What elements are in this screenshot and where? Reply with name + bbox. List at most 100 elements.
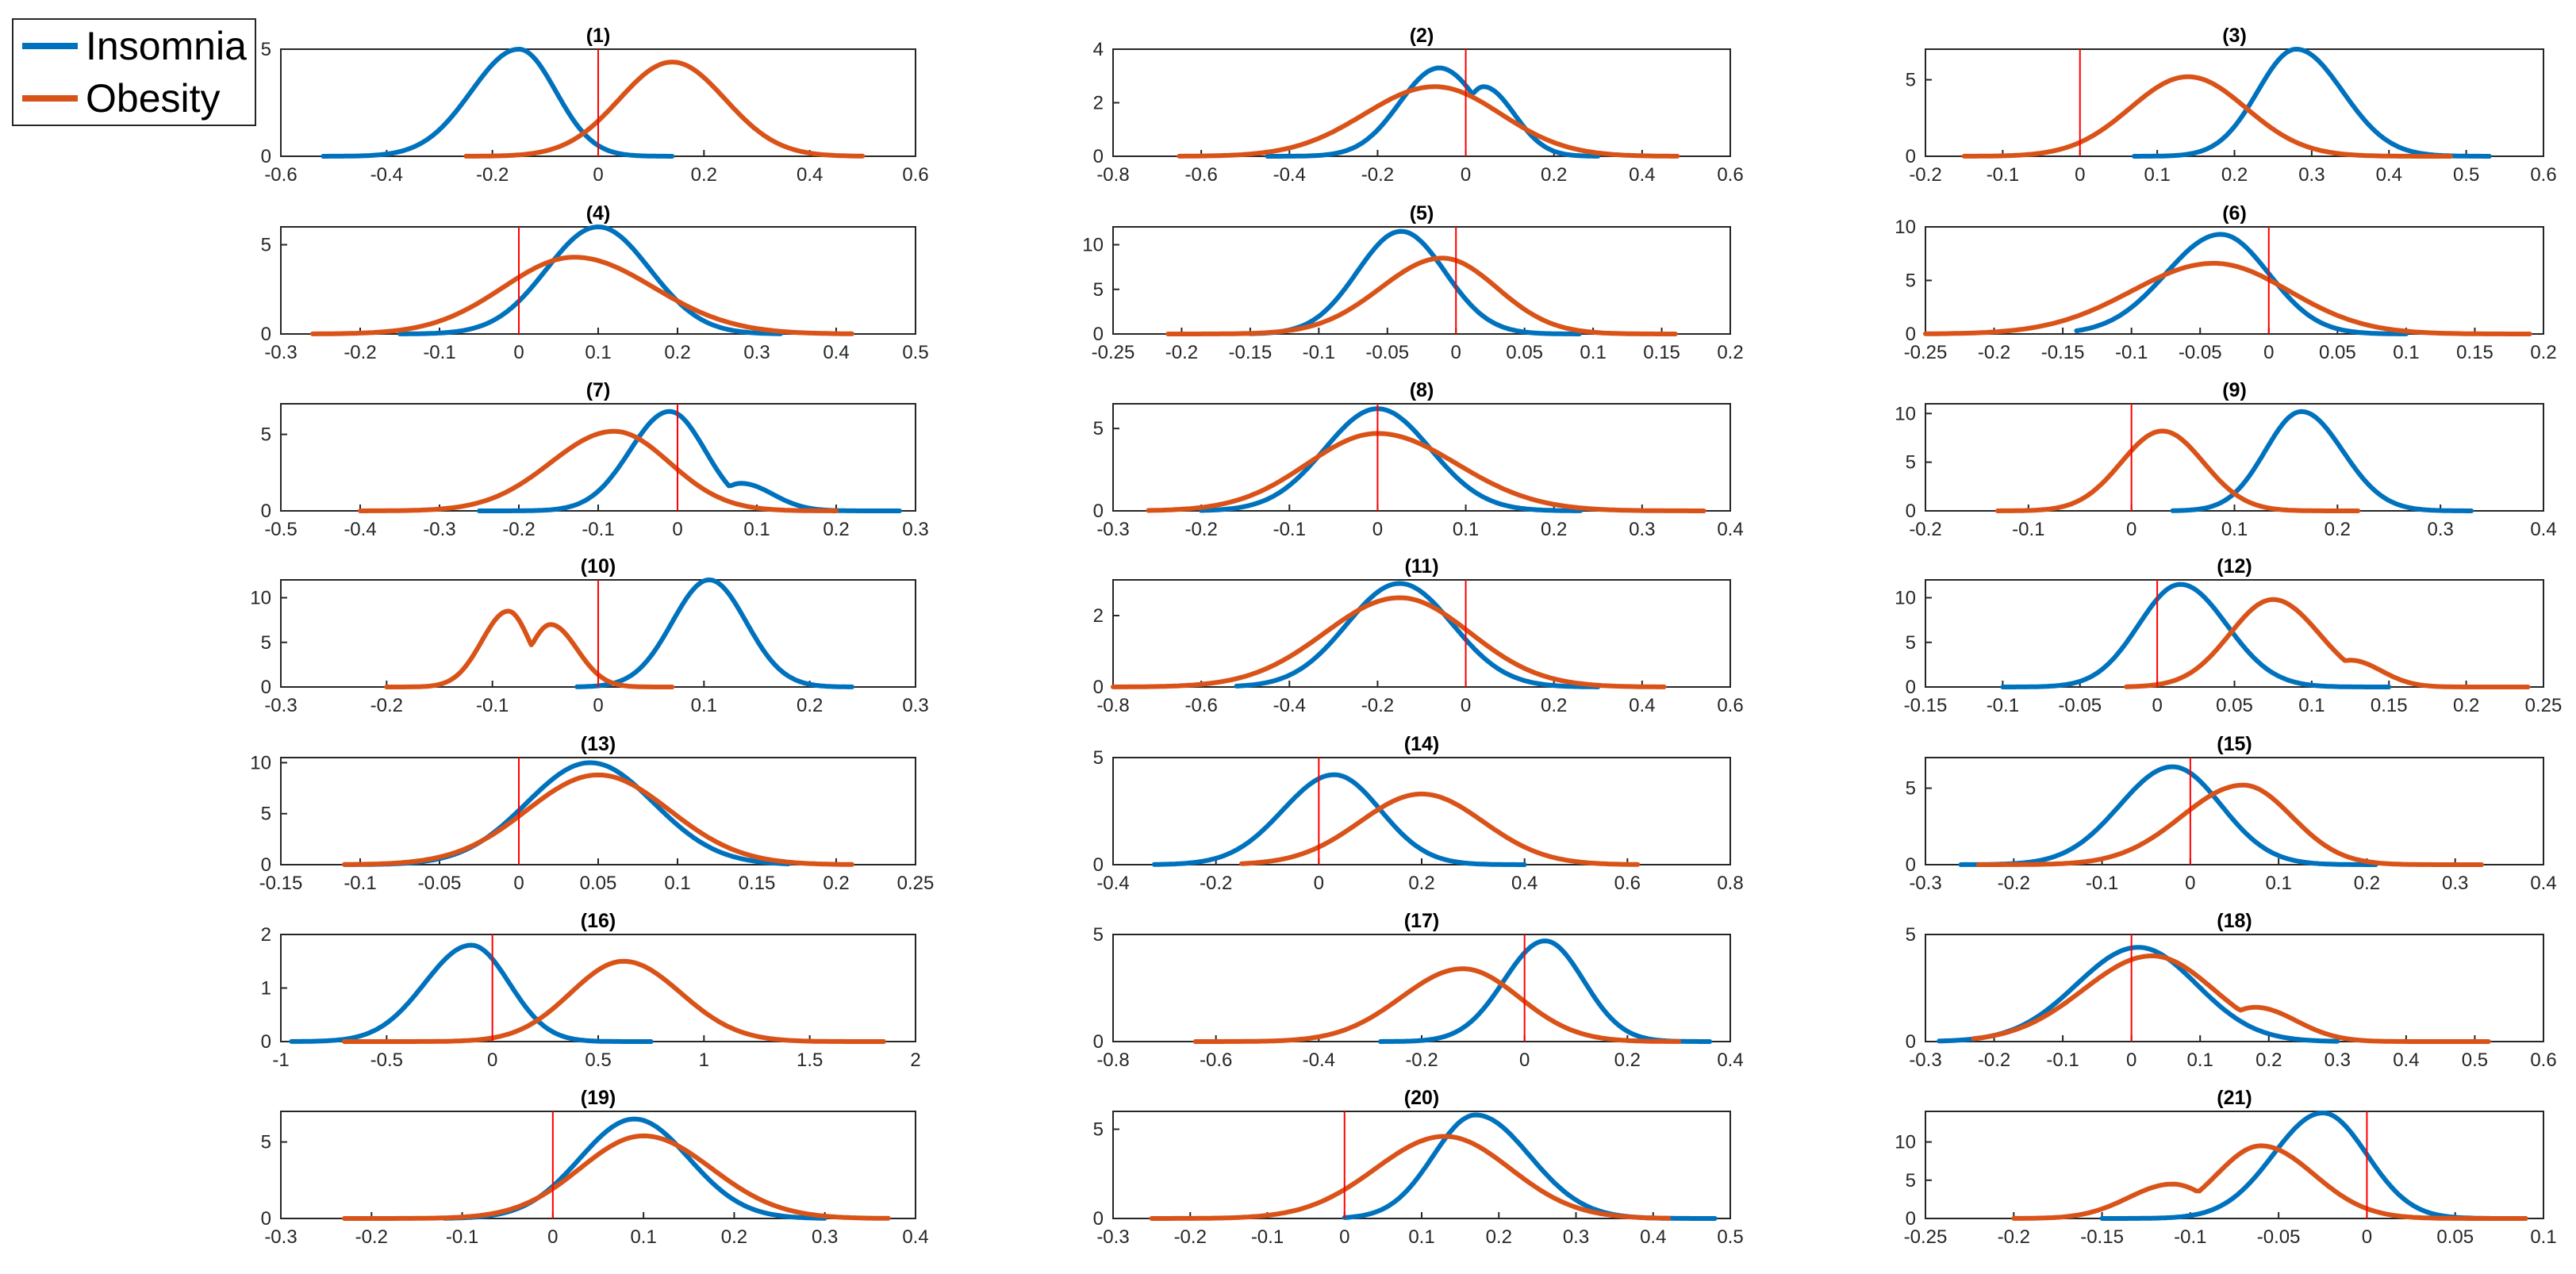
x-tick-label: -0.3 [264, 695, 297, 716]
y-tick-label: 5 [1093, 747, 1104, 769]
axes-frame [1925, 1111, 2544, 1219]
subplot-title: (2) [1410, 25, 1434, 47]
subplot-title: (10) [581, 555, 616, 578]
x-tick-label: -0.2 [502, 519, 535, 540]
y-tick-label: 5 [1093, 1119, 1104, 1141]
x-tick-label: -0.6 [264, 164, 297, 186]
density-curve-obesity [2124, 597, 2531, 689]
x-tick-label: 0.2 [797, 695, 823, 716]
axes-frame [280, 934, 916, 1042]
density-curve-insomnia [397, 224, 783, 336]
x-tick-label: 0.4 [2376, 164, 2402, 186]
axes-frame [1112, 403, 1731, 512]
x-tick-label: 0.15 [2456, 342, 2493, 363]
x-tick-label: -0.8 [1096, 1050, 1129, 1071]
x-tick-label: -0.05 [2058, 695, 2102, 716]
x-tick-label: -0.6 [1184, 695, 1217, 716]
x-tick-label: 0.4 [1717, 519, 1743, 540]
x-tick-label: 0.6 [2530, 164, 2556, 186]
x-tick-label: 0.4 [2530, 519, 2556, 540]
y-tick-label: 10 [1895, 1132, 1916, 1153]
x-tick-label: 0 [593, 695, 603, 716]
x-tick-label: 0.6 [1717, 695, 1743, 716]
x-tick-label: -0.2 [1998, 873, 2030, 894]
x-tick-label: 0.2 [823, 519, 849, 540]
subplot-19: (19) -0.3 -0.2 -0.1 0 0.1 0.2 0.3 0.4 0 5 [261, 1087, 929, 1248]
subplot-14: (14) -0.4 -0.2 0 0.2 0.4 0.6 0.8 0 5 [1093, 733, 1744, 894]
density-curve-obesity [1923, 260, 2532, 336]
x-tick-label: -0.3 [1096, 519, 1129, 540]
density-curve-obesity [1971, 954, 2491, 1044]
x-tick-label: 0.2 [1614, 1050, 1641, 1071]
x-tick-label: 0.2 [2453, 695, 2479, 716]
x-tick-label: -0.15 [2080, 1226, 2124, 1248]
axes-frame [1925, 757, 2544, 865]
x-tick-label: 0.1 [2298, 695, 2325, 716]
x-tick-label: -0.05 [2179, 342, 2222, 363]
x-tick-label: 0.3 [1629, 519, 1655, 540]
y-tick-label: 5 [261, 235, 271, 256]
subplot-10: (10) -0.3 -0.2 -0.1 0 0.1 0.2 0.3 0 5 10 [250, 555, 928, 716]
x-tick-label: 0.3 [902, 695, 928, 716]
y-tick-label: 5 [261, 804, 271, 825]
subplot-title: (20) [1404, 1087, 1439, 1109]
subplot-title: (11) [1404, 555, 1438, 578]
y-tick-label: 5 [1093, 279, 1104, 301]
y-tick-label: 0 [261, 146, 271, 167]
y-tick-label: 0 [1093, 1031, 1104, 1053]
subplot-12: (12) -0.15 -0.1 -0.05 0 0.05 0.1 0.15 0.2 0.25 0 5 1… [1895, 555, 2562, 716]
x-tick-label: -0.1 [344, 873, 376, 894]
x-tick-label: 0.2 [664, 342, 690, 363]
x-tick-label: 0.4 [1717, 1050, 1743, 1071]
subplot-title: (13) [581, 733, 616, 755]
subplot-20: (20) -0.3 -0.2 -0.1 0 0.1 0.2 0.3 0.4 0.5 0 5 [1093, 1087, 1744, 1248]
density-curve-obesity [1192, 966, 1682, 1044]
density-curve-insomnia [1958, 764, 2378, 867]
density-curve-insomnia [289, 942, 654, 1044]
x-tick-label: -0.4 [1096, 873, 1129, 894]
y-tick-label: 5 [1906, 70, 1916, 91]
x-tick-label: 0.1 [2144, 164, 2170, 186]
x-tick-label: 0.25 [897, 873, 935, 894]
x-tick-label: 0.4 [823, 342, 849, 363]
x-tick-label: 0.2 [1541, 695, 1567, 716]
x-tick-label: 0.2 [1486, 1226, 1512, 1248]
x-tick-label: -0.3 [423, 519, 455, 540]
subplot-title: (21) [2217, 1087, 2252, 1109]
x-tick-label: 0.05 [1506, 342, 1543, 363]
x-tick-label: -0.1 [2046, 1050, 2079, 1071]
x-tick-label: 0.05 [2319, 342, 2356, 363]
x-tick-label: 0.1 [691, 695, 717, 716]
x-tick-label: -0.3 [1909, 1050, 1941, 1071]
y-tick-label: 0 [261, 324, 271, 345]
x-tick-label: -0.2 [1978, 342, 2010, 363]
subplot-title: (1) [586, 25, 611, 47]
density-curve-obesity [1146, 431, 1706, 513]
x-tick-label: -0.2 [1165, 342, 1198, 363]
x-tick-label: -0.4 [370, 164, 403, 186]
x-tick-label: 0.4 [902, 1226, 928, 1248]
y-tick-label: 5 [1906, 632, 1916, 654]
x-tick-label: 0.3 [743, 342, 770, 363]
x-tick-label: 0 [1461, 164, 1471, 186]
density-curve-obesity [342, 1133, 891, 1221]
y-tick-label: 10 [1895, 588, 1916, 609]
density-curve-obesity [1165, 255, 1678, 336]
x-tick-label: 0 [2075, 164, 2085, 186]
x-tick-label: -0.8 [1096, 695, 1129, 716]
density-curve-obesity [1961, 74, 2454, 159]
subplot-8: (8) -0.3 -0.2 -0.1 0 0.1 0.2 0.3 0.4 0 5 [1093, 379, 1744, 540]
x-tick-label: 0.8 [1717, 873, 1743, 894]
x-tick-label: -0.1 [1273, 519, 1306, 540]
x-tick-label: 0.1 [585, 342, 611, 363]
x-tick-label: 0.2 [2221, 164, 2248, 186]
x-tick-label: -0.15 [2041, 342, 2085, 363]
x-tick-label: 0 [2362, 1226, 2372, 1248]
x-tick-label: 0.6 [2530, 1050, 2556, 1071]
density-curve-obesity [1177, 84, 1680, 159]
x-tick-label: -0.25 [1904, 342, 1948, 363]
y-tick-label: 0 [1906, 324, 1916, 345]
y-tick-label: 10 [1895, 403, 1916, 424]
subplot-title: (16) [581, 910, 616, 932]
x-tick-label: 0.5 [902, 342, 928, 363]
